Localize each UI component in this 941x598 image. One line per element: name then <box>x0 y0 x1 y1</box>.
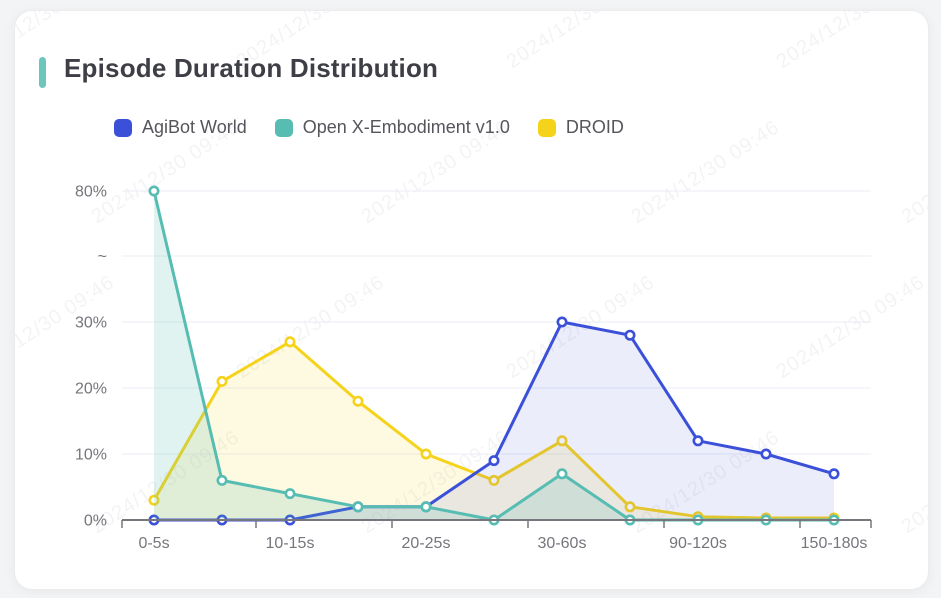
series-area-agibot-world <box>154 322 834 520</box>
data-point-agibot-world-25-30s[interactable] <box>488 455 500 467</box>
y-axis-label: 10% <box>75 447 107 464</box>
x-axis-label: 150-180s <box>801 535 868 552</box>
data-point-droid-30-60s[interactable] <box>556 435 568 447</box>
chart-legend: AgiBot World Open X-Embodiment v1.0 DROID <box>114 117 624 138</box>
series-area-droid <box>154 341 834 520</box>
legend-label: DROID <box>565 117 624 137</box>
x-axis-label: 10-15s <box>266 535 315 552</box>
data-point-open-x-embodiment-v1-0-10-15s[interactable] <box>284 488 296 500</box>
legend-swatch-open-x-embodiment-v1-0 <box>274 118 293 137</box>
chart-title: Episode Duration Distribution <box>64 53 439 83</box>
data-point-droid-15-20s[interactable] <box>352 395 364 407</box>
y-axis-label: 20% <box>75 381 107 398</box>
data-point-droid-60-90s[interactable] <box>624 501 636 513</box>
episode-duration-chart: 0% 10% 20% 30% ~80% 0-5s 10-15s 20-25s 30-60s 90-… <box>75 184 872 552</box>
x-axis-label: 90-120s <box>669 535 727 552</box>
legend-item-agibot-world[interactable]: AgiBot World <box>114 117 247 138</box>
data-point-droid-20-25s[interactable] <box>420 448 432 460</box>
data-point-droid-10-15s[interactable] <box>284 336 296 348</box>
y-axis-label: 0% <box>84 513 107 530</box>
data-point-droid-25-30s[interactable] <box>488 474 500 486</box>
data-point-open-x-embodiment-v1-0-0-5s[interactable] <box>148 185 160 197</box>
legend-swatch-droid <box>537 118 556 137</box>
data-point-agibot-world-60-90s[interactable] <box>624 329 636 341</box>
legend-item-droid[interactable]: DROID <box>537 117 624 138</box>
data-point-agibot-world-30-60s[interactable] <box>556 316 568 328</box>
data-point-agibot-world-90-120s[interactable] <box>692 435 704 447</box>
data-point-open-x-embodiment-v1-0-15-20s[interactable] <box>352 501 364 513</box>
x-axis-label: 30-60s <box>538 535 587 552</box>
legend-label: AgiBot World <box>142 117 247 137</box>
x-axis-label: 0-5s <box>138 535 169 552</box>
data-point-droid-5-10s[interactable] <box>216 375 228 387</box>
data-point-droid-0-5s[interactable] <box>148 494 160 506</box>
legend-label: Open X-Embodiment v1.0 <box>302 117 510 137</box>
data-point-open-x-embodiment-v1-0-20-25s[interactable] <box>420 501 432 513</box>
data-point-agibot-world-120-150s[interactable] <box>760 448 772 460</box>
y-axis-label: ~ <box>98 249 107 266</box>
y-axis-label: 80% <box>75 184 107 201</box>
data-point-open-x-embodiment-v1-0-30-60s[interactable] <box>556 468 568 480</box>
legend-item-open-x-embodiment-v1-0[interactable]: Open X-Embodiment v1.0 <box>274 117 510 138</box>
title-accent-bar <box>39 57 46 88</box>
series-area-open-x-embodiment-v1-0 <box>154 191 834 520</box>
legend-swatch-agibot-world <box>114 118 132 137</box>
data-point-agibot-world-150-180s[interactable] <box>828 468 840 480</box>
y-axis-label: 30% <box>75 315 107 332</box>
data-point-open-x-embodiment-v1-0-5-10s[interactable] <box>216 474 228 486</box>
x-axis-label: 20-25s <box>402 535 451 552</box>
